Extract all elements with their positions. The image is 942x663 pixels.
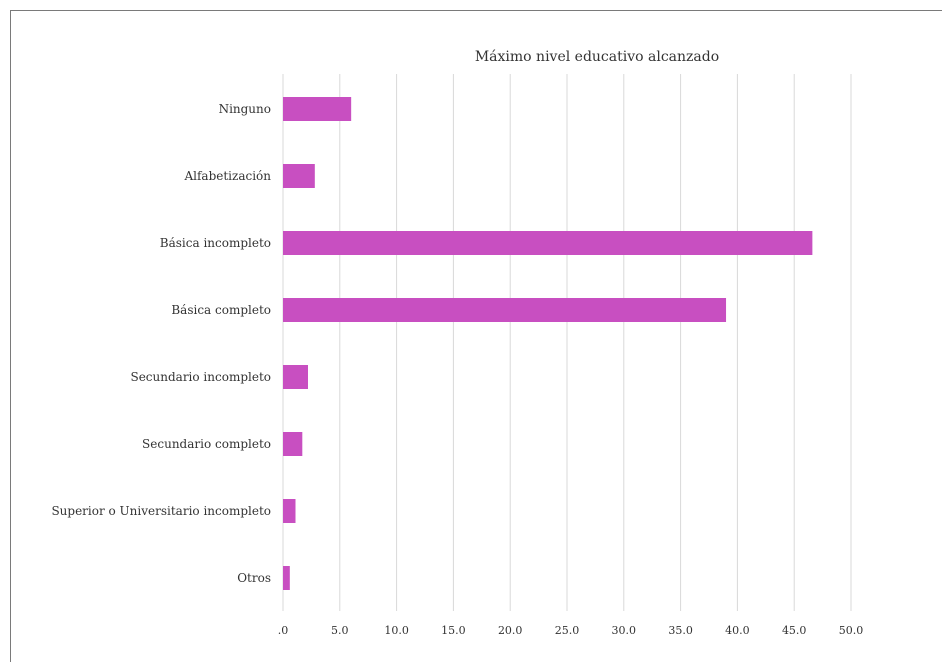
category-labels: Ninguno Alfabetización Básica incompleto Bá… [51, 102, 271, 585]
category-label: Alfabetización [183, 169, 271, 183]
x-tick-label: 45.0 [782, 624, 807, 637]
category-label: Secundario incompleto [130, 370, 271, 384]
bar-chart: Máximo nivel educativo alcanzado Ninguno… [51, 49, 864, 637]
bar [283, 164, 315, 188]
x-tick-label: 25.0 [555, 624, 580, 637]
x-tick-label: 15.0 [441, 624, 466, 637]
chart-title: Máximo nivel educativo alcanzado [475, 49, 719, 65]
x-tick-label: 20.0 [498, 624, 523, 637]
bar [283, 432, 303, 456]
bar [283, 566, 290, 590]
category-label: Básica incompleto [160, 236, 271, 250]
x-axis-tick-labels: .0 5.0 10.0 15.0 20.0 25.0 30.0 35.0 40.0 45.0 50.… [278, 624, 864, 637]
x-tick-label: .0 [278, 624, 289, 637]
x-tick-label: 50.0 [839, 624, 864, 637]
gridlines [282, 74, 852, 611]
chart-frame: Máximo nivel educativo alcanzado Ninguno… [10, 10, 942, 662]
category-label: Superior o Universitario incompleto [51, 504, 271, 518]
x-tick-label: 10.0 [384, 624, 409, 637]
bar [283, 499, 296, 523]
bar [283, 231, 813, 255]
bar [283, 298, 727, 322]
bar [283, 365, 308, 389]
x-tick-label: 5.0 [331, 624, 349, 637]
category-label: Otros [237, 571, 271, 585]
category-label: Básica completo [171, 303, 271, 317]
x-tick-label: 40.0 [725, 624, 750, 637]
category-label: Ninguno [219, 102, 271, 116]
bar [283, 97, 352, 121]
bars [283, 97, 813, 590]
x-tick-label: 35.0 [668, 624, 693, 637]
category-label: Secundario completo [142, 437, 271, 451]
x-tick-label: 30.0 [612, 624, 637, 637]
